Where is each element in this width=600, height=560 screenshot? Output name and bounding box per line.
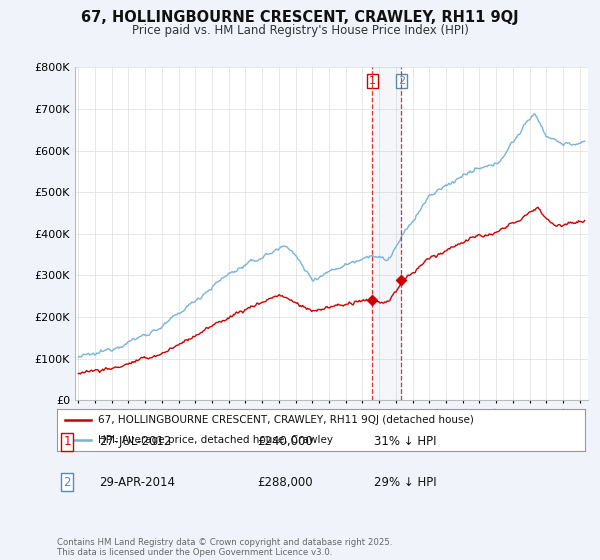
Text: 29% ↓ HPI: 29% ↓ HPI [374,476,436,489]
Bar [372,67,401,400]
Text: 31% ↓ HPI: 31% ↓ HPI [374,435,436,448]
Text: 1: 1 [64,435,71,448]
Text: 27-JUL-2012: 27-JUL-2012 [99,435,172,448]
Text: £240,000: £240,000 [257,435,313,448]
Text: Contains HM Land Registry data © Crown copyright and database right 2025.
This d: Contains HM Land Registry data © Crown c… [57,538,392,557]
Text: £288,000: £288,000 [257,476,313,489]
Text: 2: 2 [398,76,405,86]
Text: HPI: Average price, detached house, Crawley: HPI: Average price, detached house, Craw… [98,435,333,445]
Text: 2: 2 [64,476,71,489]
Text: 29-APR-2014: 29-APR-2014 [99,476,175,489]
Text: 67, HOLLINGBOURNE CRESCENT, CRAWLEY, RH11 9QJ: 67, HOLLINGBOURNE CRESCENT, CRAWLEY, RH1… [81,10,519,25]
Text: 1: 1 [368,76,376,86]
Text: Price paid vs. HM Land Registry's House Price Index (HPI): Price paid vs. HM Land Registry's House … [131,24,469,37]
Text: 67, HOLLINGBOURNE CRESCENT, CRAWLEY, RH11 9QJ (detached house): 67, HOLLINGBOURNE CRESCENT, CRAWLEY, RH1… [98,415,474,424]
